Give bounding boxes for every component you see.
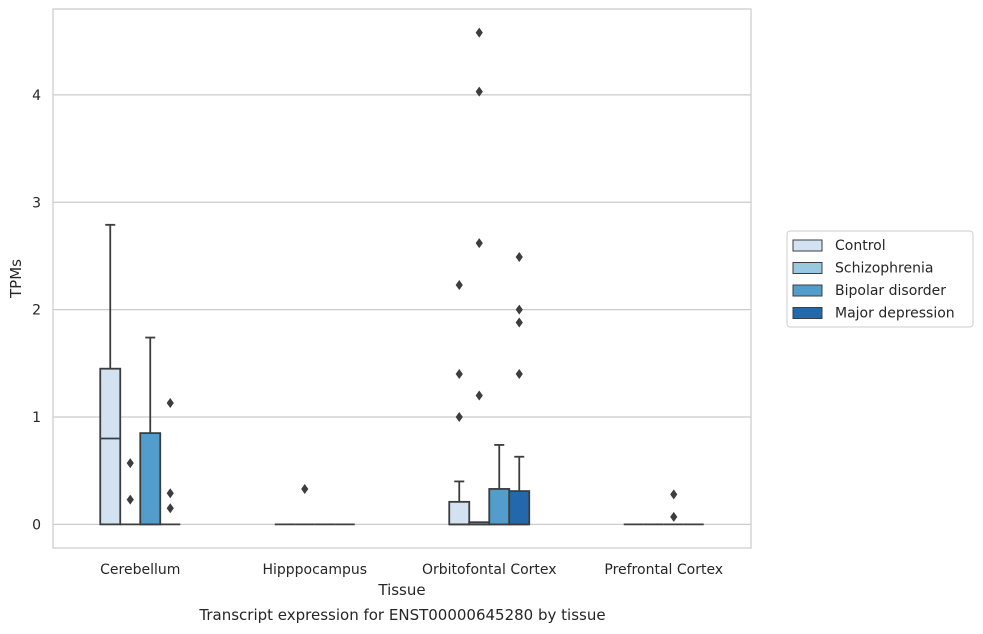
box-group (508, 252, 531, 526)
legend-swatch (792, 262, 823, 274)
x-axis-label: Tissue (377, 581, 425, 599)
box-body (508, 490, 531, 526)
y-tick-label: 2 (32, 303, 41, 319)
outlier-point (166, 488, 174, 499)
outlier-point (515, 369, 523, 380)
outlier-point (126, 458, 134, 469)
box-group (468, 27, 491, 526)
y-tick-label: 4 (32, 88, 41, 104)
y-tick-labels: 0 1 2 3 4 (32, 88, 41, 533)
outlier-point (515, 317, 523, 328)
y-tick-label: 3 (32, 195, 41, 211)
outlier-point (475, 238, 483, 249)
outlier-point (475, 86, 483, 97)
legend-label: Major depression (835, 306, 955, 322)
box-body (448, 500, 471, 526)
x-tick-label: Hipppocampus (262, 562, 367, 578)
box-group (99, 223, 122, 526)
box-group (294, 483, 315, 526)
x-tick-label: Cerebellum (100, 562, 180, 578)
outlier-point (166, 398, 174, 409)
legend-label: Control (835, 238, 886, 254)
box-body (99, 367, 122, 526)
outlier-point (455, 279, 463, 290)
outlier-point (670, 511, 678, 522)
y-axis-label: TPMs (7, 259, 25, 299)
legend-label: Bipolar disorder (835, 283, 946, 299)
outlier-point (475, 27, 483, 38)
boxes-layer (99, 27, 704, 526)
y-tick-label: 0 (32, 517, 41, 533)
outlier-point (301, 483, 309, 494)
box-group (488, 444, 511, 526)
box-group (448, 279, 471, 526)
box-group (663, 489, 684, 526)
box-body (139, 432, 162, 526)
outlier-point (455, 369, 463, 380)
x-tick-labels: Cerebellum Hipppocampus Orbitofontal Corte… (100, 562, 723, 578)
plot-area-frame (52, 8, 752, 549)
outlier-point (515, 304, 523, 315)
outlier-point (670, 489, 678, 500)
outlier-point (455, 412, 463, 423)
legend-label: Schizophrenia (835, 261, 933, 277)
outlier-point (126, 494, 134, 505)
box-group (160, 398, 181, 526)
outlier-point (475, 390, 483, 401)
figure-caption: Transcript expression for ENST0000064528… (199, 606, 606, 624)
legend-frame (786, 230, 974, 328)
legend-swatch (792, 239, 823, 252)
x-tick-label: Orbitofontal Cortex (422, 562, 557, 578)
y-tick-label: 1 (32, 410, 41, 426)
box-group (120, 458, 141, 526)
legend: Control Schizophrenia Bipolar disorder Majo… (786, 230, 974, 328)
legend-swatch (792, 284, 823, 297)
box-group (139, 336, 162, 526)
x-tick-label: Prefrontal Cortex (604, 562, 723, 578)
outlier-point (166, 503, 174, 514)
box-body (488, 488, 511, 526)
legend-swatch (792, 307, 823, 319)
outlier-point (515, 252, 523, 263)
